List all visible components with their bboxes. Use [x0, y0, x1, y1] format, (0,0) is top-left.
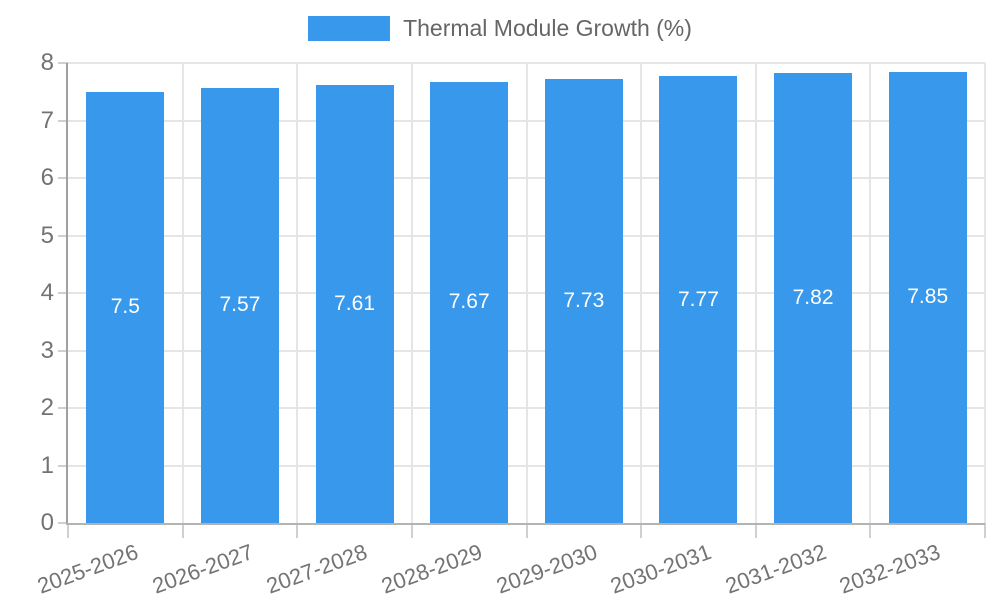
y-tick-mark: [58, 464, 68, 467]
y-tick-label: 5: [40, 221, 54, 249]
x-gridline: [984, 63, 986, 523]
x-tick-mark: [640, 523, 643, 538]
x-tick-mark: [984, 523, 986, 538]
x-tick-mark: [754, 523, 757, 538]
y-tick-label: 7: [40, 106, 54, 134]
bar-value-label: 7.82: [792, 286, 834, 310]
bar-2026-2027: 7.57: [200, 87, 279, 523]
bar-2031-2032: 7.82: [774, 73, 853, 523]
bar-value-label: 7.67: [448, 290, 490, 314]
x-tick-label-2029-2030: 2029-2030: [492, 539, 601, 599]
x-gridline: [410, 63, 413, 523]
bar-2032-2033: 7.85: [888, 71, 967, 523]
y-tick-label: 0: [40, 509, 54, 536]
x-gridline: [181, 63, 184, 523]
x-gridline: [754, 63, 757, 523]
x-tick-mark: [869, 523, 872, 538]
bar-2027-2028: 7.61: [315, 85, 394, 523]
x-tick-mark: [410, 523, 413, 538]
bar-2028-2029: 7.67: [430, 81, 509, 523]
x-tick-label-2028-2029: 2028-2029: [377, 539, 486, 599]
y-tick-mark: [58, 177, 68, 179]
y-axis-line: [66, 63, 68, 523]
x-tick-mark: [67, 523, 69, 538]
x-gridline: [640, 63, 643, 523]
y-tick-label: 2: [40, 394, 54, 421]
y-tick-label: 1: [40, 451, 54, 479]
x-tick-label-2030-2031: 2030-2031: [607, 539, 715, 599]
x-gridline: [525, 63, 528, 523]
bar-value-label: 7.57: [219, 293, 261, 317]
y-tick-label: 4: [40, 279, 54, 306]
legend-swatch-icon: [308, 16, 391, 41]
y-tick-mark: [58, 522, 68, 524]
x-tick-label-2031-2032: 2031-2032: [721, 539, 830, 599]
legend-item-thermal-module-growth[interactable]: Thermal Module Growth (%): [308, 16, 692, 41]
x-tick-label-2032-2033: 2032-2033: [836, 539, 944, 599]
y-tick-mark: [58, 119, 68, 122]
x-tick-mark: [296, 523, 299, 538]
y-tick-label: 3: [40, 336, 54, 364]
y-tick-mark: [58, 62, 68, 64]
y-tick-mark: [58, 349, 68, 352]
x-tick-mark: [181, 523, 184, 538]
bar-2030-2031: 7.77: [659, 76, 738, 523]
x-tick-mark: [525, 523, 528, 538]
x-gridline: [869, 63, 872, 523]
x-tick-label-2027-2028: 2027-2028: [263, 539, 371, 599]
x-tick-label-2026-2027: 2026-2027: [148, 539, 257, 599]
legend: Thermal Module Growth (%): [0, 16, 1000, 41]
legend-label: Thermal Module Growth (%): [403, 15, 692, 41]
x-gridline: [296, 63, 299, 523]
bar-value-label: 7.77: [678, 287, 719, 311]
bar-value-label: 7.61: [334, 292, 375, 316]
y-tick-label: 8: [40, 49, 54, 76]
bar-2025-2026: 7.5: [86, 91, 165, 523]
bar-value-label: 7.73: [563, 288, 605, 312]
bar-value-label: 7.5: [110, 295, 140, 319]
bar-2029-2030: 7.73: [544, 78, 623, 523]
y-tick-label: 6: [40, 164, 54, 191]
x-axis-line: [66, 523, 985, 525]
bar-value-label: 7.85: [907, 285, 949, 309]
x-tick-label-2025-2026: 2025-2026: [34, 539, 142, 599]
y-tick-mark: [58, 292, 68, 294]
y-tick-mark: [58, 407, 68, 409]
y-tick-mark: [58, 234, 68, 237]
